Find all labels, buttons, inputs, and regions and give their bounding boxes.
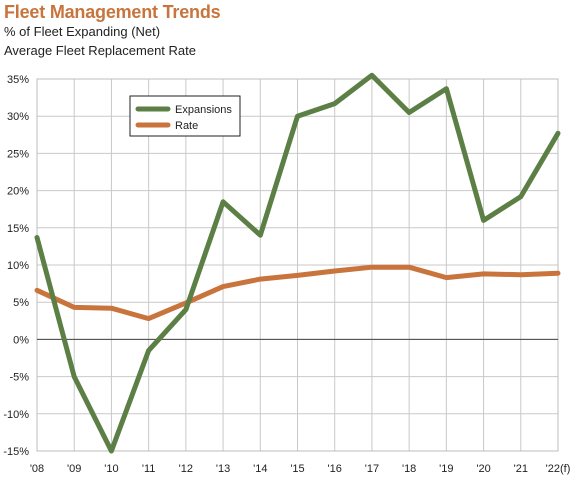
y-axis-ticks: 35% 30% 25% 20% 15% 10% 5% 0% -5% -10% -15% [3, 74, 29, 458]
x-axis-ticks: '08 '09 '10 '11 '12 '13 '14 '15 '16 '17 '18 '19 '20 '… [30, 463, 571, 475]
y-tick-label: 30% [7, 111, 29, 123]
x-tick-label: '22(f) [546, 463, 571, 475]
x-tick-label: '13 [216, 463, 230, 475]
x-tick-label: '18 [402, 463, 416, 475]
y-tick-label: 5% [13, 297, 29, 309]
chart-subtitle-replacement: Average Fleet Replacement Rate [4, 43, 196, 58]
y-tick-label: 10% [7, 260, 29, 272]
y-tick-label: 35% [7, 74, 29, 86]
y-tick-label: 20% [7, 186, 29, 198]
y-tick-label: 15% [7, 223, 29, 235]
series-line-rate [34, 264, 561, 322]
x-tick-label: '16 [328, 463, 342, 475]
y-tick-label: 25% [7, 148, 29, 160]
series-lines [34, 72, 561, 454]
grid [36, 78, 559, 452]
chart-title: Fleet Management Trends [4, 2, 221, 22]
x-tick-label: '17 [365, 463, 379, 475]
chart-subtitle-expanding: % of Fleet Expanding (Net) [4, 24, 161, 39]
x-tick-label: '21 [514, 463, 528, 475]
y-tick-label: -15% [3, 446, 29, 458]
x-tick-label: '09 [67, 463, 81, 475]
y-tick-label: 0% [13, 334, 29, 346]
plot-frame [36, 78, 559, 452]
x-tick-label: '19 [439, 463, 453, 475]
x-tick-label: '08 [30, 463, 44, 475]
x-tick-label: '20 [476, 463, 490, 475]
x-tick-label: '15 [290, 463, 304, 475]
legend-box [129, 95, 241, 137]
x-tick-label: '11 [142, 463, 156, 475]
legend-label-expansions: Expansions [175, 104, 232, 116]
y-tick-label: -5% [9, 372, 29, 384]
y-tick-label: -10% [3, 409, 29, 421]
series-line-expansions [34, 72, 561, 454]
legend: Expansions Rate [129, 95, 241, 137]
x-tick-label: '12 [179, 463, 193, 475]
x-tick-label: '14 [253, 463, 267, 475]
x-tick-label: '10 [104, 463, 118, 475]
legend-label-rate: Rate [175, 120, 198, 132]
